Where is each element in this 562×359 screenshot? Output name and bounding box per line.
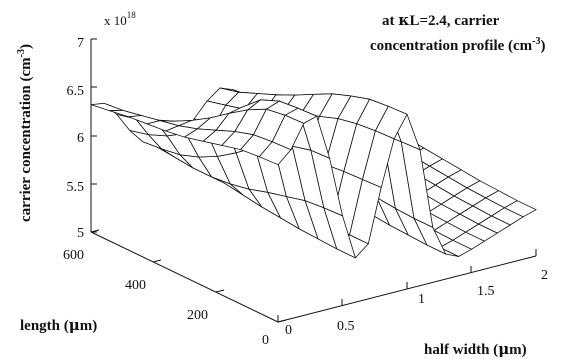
multiplier-exponent: 18 bbox=[127, 10, 137, 20]
y-axis-label-prefix: length ( bbox=[20, 318, 69, 334]
y-tick-mark bbox=[152, 259, 162, 263]
x-axis-ticks bbox=[277, 249, 537, 322]
z-tick-label: 5.5 bbox=[67, 180, 85, 195]
z-axis-label-text: carrier concentration (cm bbox=[18, 57, 34, 222]
y-axis-label-suffix: m) bbox=[80, 318, 98, 334]
x-tick-label: 0 bbox=[285, 323, 292, 338]
x-tick-label: 1 bbox=[418, 292, 425, 307]
y-axis-ticks bbox=[90, 229, 287, 323]
z-axis-label-sup: -3 bbox=[16, 49, 27, 57]
x-axis-label-prefix: half width ( bbox=[424, 342, 498, 358]
z-tick-label: 6.5 bbox=[67, 84, 85, 99]
x-tick-label: 1.5 bbox=[477, 284, 495, 299]
annotation-line2-suffix: ) bbox=[541, 38, 546, 54]
z-axis-multiplier: x 1018 bbox=[104, 10, 136, 28]
annotation-line2-text: concentration profile (cm bbox=[370, 38, 533, 54]
surface-mesh bbox=[90, 87, 537, 259]
y-tick-mark bbox=[215, 289, 225, 293]
z-tick-label: 7 bbox=[77, 36, 84, 51]
y-tick-label: 400 bbox=[125, 278, 146, 293]
z-tick-label: 5 bbox=[77, 226, 84, 241]
mu-symbol: μ bbox=[498, 340, 509, 358]
annotation-suffix: L=2.4, carrier bbox=[410, 13, 500, 29]
annotation-line-2: concentration profile (cm-3) bbox=[370, 36, 546, 54]
y-axis-line bbox=[90, 231, 279, 323]
x-tick-label: 2 bbox=[541, 268, 548, 283]
y-tick-label: 0 bbox=[262, 333, 269, 348]
y-tick-label: 600 bbox=[63, 248, 84, 263]
surface-cell bbox=[258, 141, 292, 166]
z-axis-label-suffix: ) bbox=[18, 44, 34, 49]
z-axis-ticks bbox=[91, 38, 97, 233]
annotation-line-1: at κL=2.4, carrier bbox=[382, 11, 500, 29]
annotation-prefix: at bbox=[382, 13, 398, 29]
x-tick-label: 0.5 bbox=[337, 319, 355, 334]
y-tick-mark bbox=[277, 319, 287, 323]
y-tick-label: 200 bbox=[187, 308, 208, 323]
multiplier-base: x 10 bbox=[104, 13, 127, 28]
x-axis-label-suffix: m) bbox=[509, 342, 527, 358]
surface-cell bbox=[90, 102, 123, 112]
annotation-line2-sup: -3 bbox=[532, 36, 540, 47]
mu-symbol: μ bbox=[69, 316, 80, 334]
z-axis-label: carrier concentration (cm-3) bbox=[16, 44, 34, 222]
y-axis-label: length (μm) bbox=[20, 316, 97, 334]
z-tick-label: 6 bbox=[77, 131, 84, 146]
x-axis-label: half width (μm) bbox=[424, 340, 527, 358]
kappa-symbol: κ bbox=[398, 11, 409, 29]
y-tick-mark bbox=[90, 229, 100, 233]
